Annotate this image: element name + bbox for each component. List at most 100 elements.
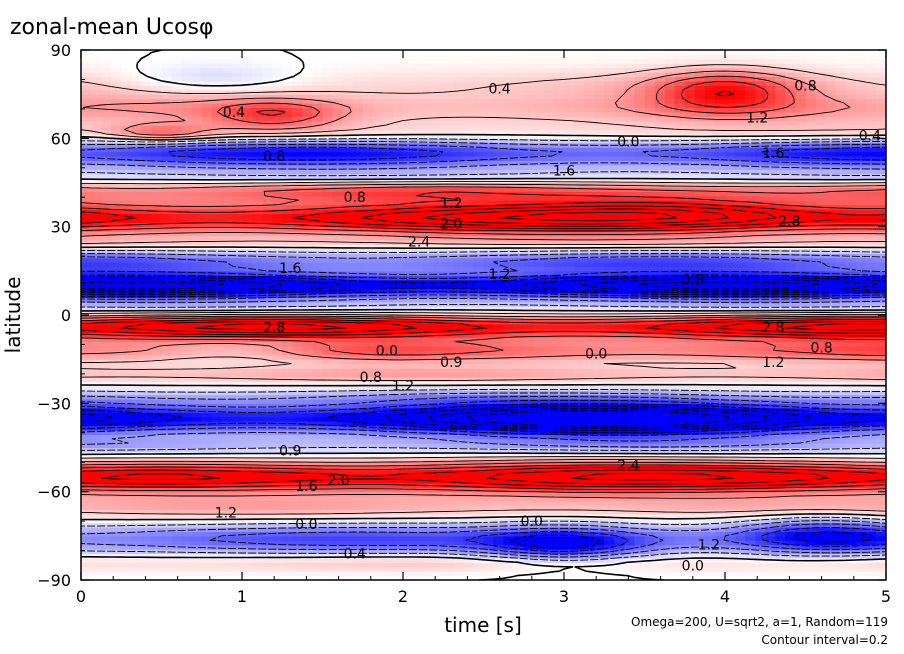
- heatmap-cell: [624, 562, 636, 568]
- heatmap-cell: [684, 429, 696, 435]
- heatmap-cell: [745, 540, 756, 546]
- heatmap-cell: [91, 319, 102, 325]
- heatmap-cell: [735, 416, 746, 422]
- heatmap-cell: [151, 394, 163, 400]
- heatmap-cell: [201, 571, 213, 577]
- heatmap-cell: [835, 566, 847, 572]
- heatmap-cell: [533, 332, 545, 338]
- heatmap-cell: [181, 363, 193, 369]
- heatmap-cell: [312, 562, 324, 568]
- heatmap-cell: [553, 562, 565, 568]
- heatmap-cell: [191, 557, 203, 563]
- heatmap-cell: [322, 491, 334, 497]
- heatmap-cell: [252, 557, 263, 563]
- heatmap-cell: [584, 531, 595, 537]
- heatmap-cell: [292, 500, 303, 506]
- heatmap-cell: [161, 553, 173, 559]
- heatmap-cell: [694, 341, 706, 347]
- heatmap-cell: [272, 562, 283, 568]
- heatmap-cell: [181, 315, 193, 321]
- heatmap-cell: [865, 544, 877, 550]
- heatmap-cell: [463, 562, 475, 568]
- heatmap-cell: [594, 443, 605, 449]
- heatmap-cell: [654, 394, 666, 400]
- heatmap-cell: [845, 328, 857, 334]
- heatmap-cell: [322, 403, 334, 409]
- heatmap-cell: [503, 438, 515, 444]
- heatmap-cell: [825, 474, 837, 480]
- heatmap-cell: [483, 460, 495, 466]
- heatmap-cell: [453, 359, 464, 365]
- heatmap-cell: [604, 394, 615, 400]
- heatmap-cell: [805, 487, 817, 493]
- heatmap-cell: [704, 575, 716, 580]
- heatmap-cell: [201, 359, 213, 365]
- heatmap-cell: [302, 306, 314, 312]
- heatmap-cell: [825, 407, 837, 413]
- heatmap-cell: [755, 443, 766, 449]
- heatmap-cell: [372, 425, 384, 431]
- heatmap-cell: [725, 557, 736, 563]
- heatmap-cell: [594, 416, 605, 422]
- heatmap-cell: [845, 310, 857, 316]
- heatmap-cell: [111, 571, 122, 577]
- heatmap-cell: [725, 345, 736, 351]
- heatmap-cell: [403, 531, 414, 537]
- heatmap-cell: [865, 332, 877, 338]
- heatmap-cell: [805, 496, 817, 502]
- heatmap-cell: [694, 566, 706, 572]
- heatmap-cell: [493, 429, 505, 435]
- heatmap-cell: [171, 394, 183, 400]
- heatmap-cell: [805, 359, 817, 365]
- heatmap-cell: [403, 549, 414, 555]
- heatmap-cell: [111, 491, 122, 497]
- heatmap-cell: [111, 531, 122, 537]
- heatmap-cell: [211, 487, 223, 493]
- heatmap-cell: [252, 531, 263, 537]
- heatmap-cell: [644, 315, 656, 321]
- heatmap-cell: [553, 359, 565, 365]
- heatmap-cell: [131, 328, 142, 334]
- heatmap-cell: [564, 390, 575, 396]
- heatmap-cell: [433, 394, 444, 400]
- heatmap-cell: [624, 513, 636, 519]
- heatmap-cell: [594, 372, 605, 378]
- heatmap-cell: [242, 504, 253, 510]
- heatmap-cell: [483, 381, 495, 387]
- heatmap-cell: [352, 345, 364, 351]
- heatmap-cell: [493, 491, 505, 497]
- heatmap-cell: [372, 363, 384, 369]
- heatmap-cell: [785, 496, 797, 502]
- heatmap-cell: [433, 571, 444, 577]
- heatmap-cell: [372, 571, 384, 577]
- heatmap-cell: [483, 549, 495, 555]
- heatmap-cell: [463, 451, 475, 457]
- heatmap-cell: [231, 381, 243, 387]
- heatmap-cell: [543, 403, 555, 409]
- heatmap-cell: [483, 345, 495, 351]
- heatmap-cell: [875, 341, 886, 347]
- heatmap-cell: [513, 323, 525, 329]
- heatmap-cell: [674, 469, 686, 475]
- heatmap-cell: [392, 460, 404, 466]
- heatmap-cell: [211, 456, 223, 462]
- heatmap-cell: [805, 544, 817, 550]
- heatmap-cell: [634, 376, 646, 382]
- heatmap-cell: [453, 381, 464, 387]
- heatmap-cell: [725, 500, 736, 506]
- heatmap-cell: [564, 381, 575, 387]
- heatmap-cell: [322, 425, 334, 431]
- heatmap-cell: [865, 540, 877, 546]
- heatmap-cell: [191, 345, 203, 351]
- heatmap-cell: [423, 518, 434, 524]
- heatmap-cell: [81, 540, 92, 546]
- heatmap-cell: [543, 460, 555, 466]
- heatmap-cell: [433, 566, 444, 572]
- heatmap-cell: [131, 491, 142, 497]
- heatmap-cell: [865, 359, 877, 365]
- heatmap-cell: [674, 504, 686, 510]
- heatmap-cell: [805, 562, 817, 568]
- heatmap-cell: [574, 535, 585, 541]
- heatmap-cell: [302, 513, 314, 519]
- heatmap-cell: [262, 522, 273, 528]
